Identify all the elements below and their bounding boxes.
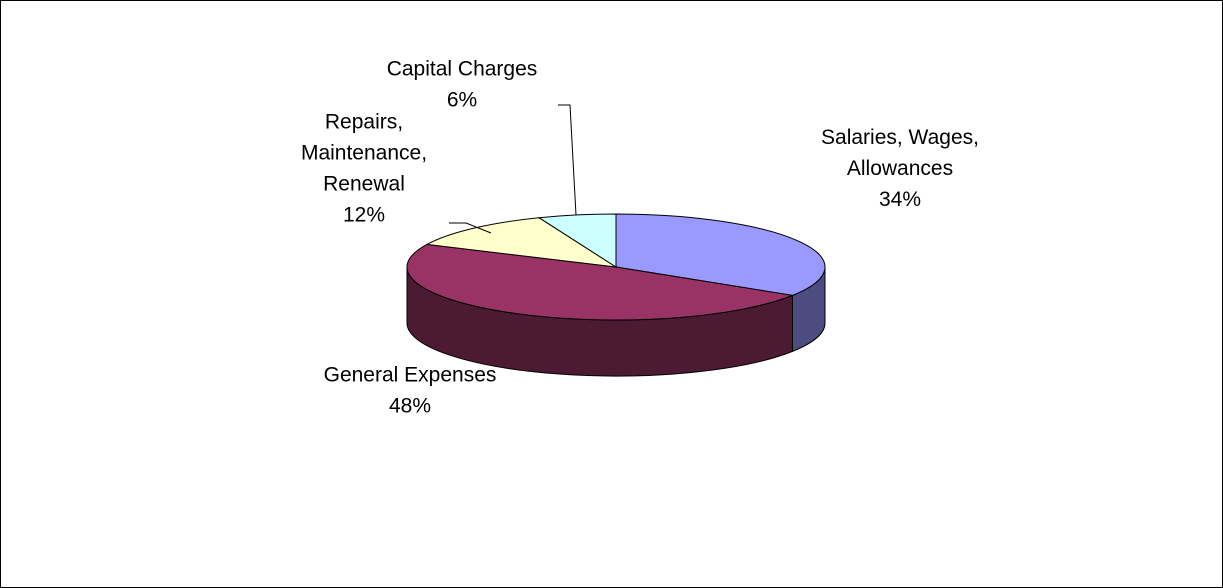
slice-label-line: Salaries, Wages, (821, 126, 979, 149)
slice-label-salaries-wages-allowances: Salaries, Wages, Allowances 34% (821, 126, 979, 211)
slice-label-capital-charges: Capital Charges 6% (387, 58, 538, 112)
slice-percent: 48% (389, 395, 431, 418)
slice-label-line: Renewal (323, 173, 405, 196)
slice-label-line: Repairs, (325, 111, 403, 134)
pie-slice-capital-charges (537, 213, 617, 268)
slice-percent: 6% (447, 89, 477, 112)
pie-slice-general-expenses (406, 243, 795, 321)
pie-slice-repairs-maintenance-renewal (425, 217, 617, 268)
slice-label-repairs-maintenance-renewal: Repairs, Maintenance, Renewal 12% (301, 111, 427, 227)
slice-label-line: Allowances (847, 157, 953, 180)
slice-label-line: General Expenses (324, 364, 497, 387)
slice-label-line: Maintenance, (301, 142, 427, 165)
slice-percent: 12% (343, 204, 385, 227)
leader-line-repairs-maintenance-renewal (449, 222, 492, 234)
slice-percent: 34% (879, 188, 921, 211)
slice-label-general-expenses: General Expenses 48% (324, 364, 497, 418)
leader-line-capital-charges (558, 104, 577, 216)
slice-label-line: Capital Charges (387, 58, 538, 81)
